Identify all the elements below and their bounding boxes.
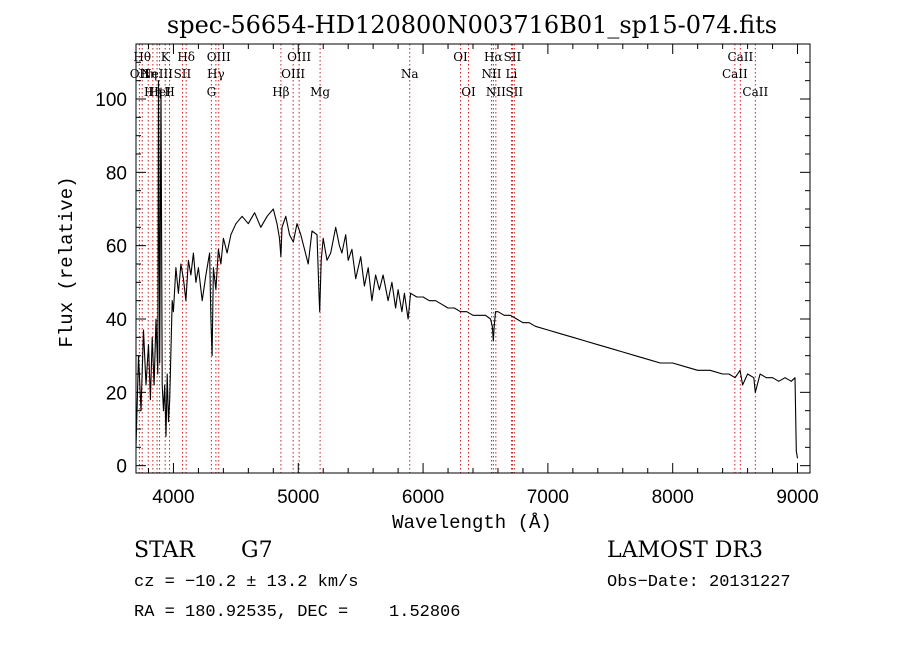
x-tick-label-2: 6000 bbox=[402, 487, 444, 508]
line-label-16: Mg bbox=[310, 85, 330, 99]
y-tick-label-1: 20 bbox=[106, 383, 127, 404]
line-label-2: Hη bbox=[139, 67, 157, 81]
x-tick-label-4: 8000 bbox=[652, 487, 694, 508]
obs-date-text: Obs−Date: 20131227 bbox=[607, 573, 791, 592]
chart-title: spec-56654-HD120800N003716B01_sp15-074.f… bbox=[167, 11, 777, 39]
y-tick-label-3: 60 bbox=[106, 237, 127, 258]
line-label-25: SII bbox=[505, 85, 523, 99]
coordinates-text: RA = 180.92535, DEC = 1.52806 bbox=[134, 603, 461, 622]
redshift-text: cz = −10.2 ± 13.2 km/s bbox=[134, 573, 359, 592]
line-label-28: CaII bbox=[742, 85, 768, 99]
spectral-line-labels: OIIHθHηHηNeIIIHeIKHSIIHδGHγOIIIHβOIIIOII… bbox=[130, 50, 769, 99]
plot-frame bbox=[135, 43, 811, 474]
x-tick-label-1: 5000 bbox=[277, 487, 319, 508]
x-tick-label-3: 7000 bbox=[527, 487, 569, 508]
line-label-4: NeIII bbox=[141, 67, 173, 81]
y-axis-label: Flux (relative) bbox=[56, 176, 78, 347]
line-label-14: OIII bbox=[281, 67, 305, 81]
line-label-15: OIII bbox=[287, 50, 311, 64]
line-label-5: HeI bbox=[148, 85, 171, 99]
line-label-9: Hδ bbox=[177, 50, 195, 64]
line-label-17: Na bbox=[401, 67, 419, 81]
x-tick-label-0: 4000 bbox=[152, 487, 194, 508]
line-label-21: Hα bbox=[484, 50, 503, 64]
axis-ticks bbox=[136, 44, 810, 473]
line-label-22: NII bbox=[486, 85, 506, 99]
line-label-3: Hη bbox=[144, 85, 162, 99]
object-subclass: G7 bbox=[241, 538, 273, 563]
line-label-24: SII bbox=[504, 50, 522, 64]
line-label-19: OI bbox=[461, 85, 476, 99]
line-label-26: CaII bbox=[722, 67, 748, 81]
line-label-11: Hγ bbox=[207, 67, 225, 81]
y-tick-label-2: 40 bbox=[106, 310, 127, 331]
line-label-1: Hθ bbox=[133, 50, 151, 64]
line-label-18: OI bbox=[453, 50, 468, 64]
x-tick-label-5: 9000 bbox=[776, 487, 818, 508]
y-tick-label-0: 0 bbox=[116, 457, 127, 478]
line-label-20: NII bbox=[481, 67, 501, 81]
line-label-27: CaII bbox=[727, 50, 753, 64]
line-label-0: OII bbox=[130, 67, 150, 81]
line-label-23: Li bbox=[506, 67, 518, 81]
line-label-7: H bbox=[164, 85, 174, 99]
axis-tick-labels: 4000 5000 6000 7000 8000 9000 0 20 40 60 80 100 bbox=[95, 90, 818, 508]
line-label-6: K bbox=[161, 50, 171, 64]
line-label-13: Hβ bbox=[272, 85, 289, 99]
spectral-line-markers bbox=[138, 44, 756, 473]
survey-name: LAMOST DR3 bbox=[607, 538, 763, 563]
object-class: STAR bbox=[134, 538, 195, 563]
x-axis-label: Wavelength (Å) bbox=[392, 512, 552, 534]
line-label-8: SII bbox=[174, 67, 192, 81]
line-label-12: OIII bbox=[207, 50, 231, 64]
series-line-flux bbox=[135, 80, 799, 459]
line-label-10: G bbox=[207, 85, 217, 99]
spectrum-series bbox=[135, 80, 799, 459]
y-tick-label-4: 80 bbox=[106, 163, 127, 184]
y-tick-label-5: 100 bbox=[95, 90, 127, 111]
